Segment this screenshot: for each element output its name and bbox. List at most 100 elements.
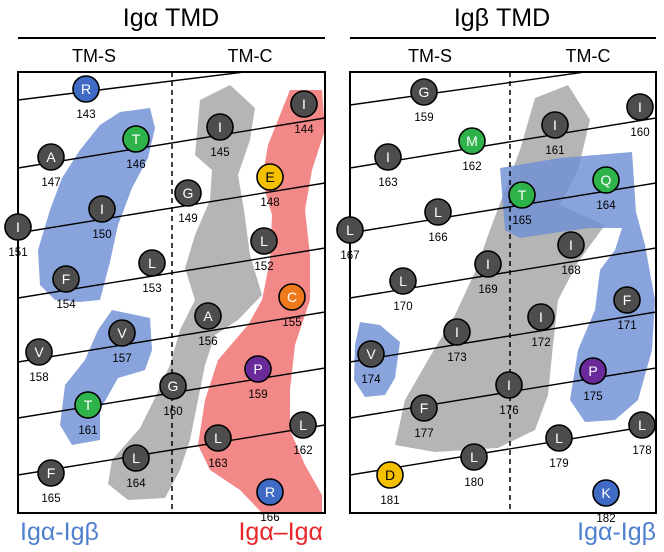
residue-number: 144 bbox=[294, 124, 314, 136]
residue-number: 174 bbox=[361, 374, 381, 386]
residue-alpha-154: F 154 bbox=[52, 265, 80, 311]
residue-alpha-166: R 166 bbox=[256, 478, 284, 524]
residue-alpha-148: E 148 bbox=[256, 163, 284, 209]
residue-circle bbox=[37, 143, 65, 171]
residue-letter: F bbox=[47, 465, 56, 481]
residue-circle bbox=[495, 371, 523, 399]
residue-circle bbox=[628, 411, 656, 439]
residue-letter: I bbox=[539, 309, 543, 325]
residue-number: 176 bbox=[499, 405, 518, 417]
residue-beta-168: I 168 bbox=[557, 231, 585, 277]
residue-letter: R bbox=[265, 484, 275, 500]
residue-letter: L bbox=[299, 417, 307, 433]
residue-letter: I bbox=[507, 377, 511, 393]
residue-number: 171 bbox=[617, 320, 636, 332]
residue-beta-165: T 165 bbox=[508, 181, 536, 227]
residue-circle bbox=[376, 461, 404, 489]
residue-circle bbox=[443, 318, 471, 346]
residue-letter: L bbox=[555, 430, 563, 446]
residue-circle bbox=[74, 391, 102, 419]
residue-circle bbox=[374, 143, 402, 171]
residue-circle bbox=[579, 357, 607, 385]
residue-number: 148 bbox=[260, 197, 279, 209]
residue-number: 159 bbox=[414, 112, 433, 124]
residue-letter: P bbox=[588, 363, 597, 379]
residue-letter: M bbox=[466, 133, 478, 149]
residue-number: 152 bbox=[254, 261, 273, 273]
residue-letter: G bbox=[168, 378, 179, 394]
residue-letter: T bbox=[84, 397, 93, 413]
residue-beta-176: I 176 bbox=[495, 371, 523, 417]
residue-number: 173 bbox=[447, 352, 466, 364]
residue-beta-179: L 179 bbox=[545, 424, 573, 470]
residue-circle bbox=[108, 319, 136, 347]
residue-alpha-156: A 156 bbox=[194, 302, 222, 348]
residue-beta-169: I 169 bbox=[474, 250, 502, 296]
residue-number: 158 bbox=[29, 372, 48, 384]
residue-letter: F bbox=[623, 292, 632, 308]
helix-line bbox=[18, 182, 325, 234]
residue-number: 177 bbox=[414, 428, 433, 440]
region-alpha-grey bbox=[108, 85, 262, 500]
residue-circle bbox=[4, 213, 32, 241]
residue-letter: L bbox=[399, 273, 407, 289]
residue-alpha-147: A 147 bbox=[37, 143, 65, 189]
residue-letter: G bbox=[419, 84, 430, 100]
legend-beta-igb: Igα-Igβ bbox=[577, 518, 656, 546]
residue-alpha-155: C 155 bbox=[278, 283, 306, 329]
tm-c-label-alpha: TM-C bbox=[228, 46, 273, 66]
residue-beta-166: L 166 bbox=[424, 198, 452, 244]
residue-number: 178 bbox=[632, 445, 651, 457]
panel-title-alpha: Igα TMD bbox=[123, 4, 219, 32]
tm-c-label-beta: TM-C bbox=[566, 46, 611, 66]
residue-letter: T bbox=[132, 131, 141, 147]
residue-letter: V bbox=[366, 346, 376, 362]
residue-letter: L bbox=[148, 255, 156, 271]
tm-s-label-alpha: TM-S bbox=[72, 46, 116, 66]
residue-number: 182 bbox=[596, 513, 615, 525]
residue-number: 157 bbox=[112, 353, 131, 365]
residue-circle bbox=[250, 227, 278, 255]
residue-letter: L bbox=[346, 222, 354, 238]
residue-alpha-149: G 149 bbox=[174, 179, 202, 225]
helix-line bbox=[350, 424, 656, 476]
residue-circle bbox=[336, 216, 364, 244]
residue-beta-175: P 175 bbox=[579, 357, 607, 403]
residue-number: 180 bbox=[464, 477, 483, 489]
residue-alpha-145: I 145 bbox=[206, 113, 234, 159]
residue-number: 165 bbox=[512, 215, 531, 227]
region-alpha-red bbox=[198, 90, 325, 513]
residue-beta-163: I 163 bbox=[374, 143, 402, 189]
residue-circle bbox=[37, 459, 65, 487]
residue-beta-180: L 180 bbox=[460, 443, 488, 489]
residue-circle bbox=[460, 443, 488, 471]
helix-line bbox=[350, 72, 590, 106]
residue-circle bbox=[138, 249, 166, 277]
residue-circle bbox=[244, 355, 272, 383]
residue-circle bbox=[410, 394, 438, 422]
residue-alpha-161: T 161 bbox=[74, 391, 102, 437]
residue-number: 181 bbox=[380, 495, 399, 507]
residue-letter: I bbox=[553, 117, 557, 133]
residue-circle bbox=[289, 411, 317, 439]
residue-number: 170 bbox=[393, 301, 412, 313]
helix-line bbox=[350, 311, 656, 363]
residue-circle bbox=[52, 265, 80, 293]
residue-circle bbox=[592, 166, 620, 194]
region-alpha-igb-lower bbox=[60, 310, 152, 445]
residue-beta-164: Q 164 bbox=[592, 166, 620, 212]
residues-alpha: R 143 I 144 I 145 T 146 A 147 E 148 G 149 I 150 I 151 L 152… bbox=[4, 75, 318, 524]
residue-number: 159 bbox=[248, 389, 267, 401]
residue-number: 175 bbox=[583, 391, 602, 403]
residue-circle bbox=[256, 478, 284, 506]
residue-number: 164 bbox=[126, 478, 146, 490]
helix-line bbox=[18, 424, 325, 476]
residue-number: 163 bbox=[378, 177, 397, 189]
residue-beta-177: F 177 bbox=[410, 394, 438, 440]
residue-letter: I bbox=[16, 219, 20, 235]
residue-circle bbox=[159, 372, 187, 400]
residue-circle bbox=[424, 198, 452, 226]
legend-alpha-alpha: Igα–Igα bbox=[238, 518, 323, 546]
residue-alpha-157: V 157 bbox=[108, 319, 136, 365]
residue-beta-171: F 171 bbox=[613, 286, 641, 332]
